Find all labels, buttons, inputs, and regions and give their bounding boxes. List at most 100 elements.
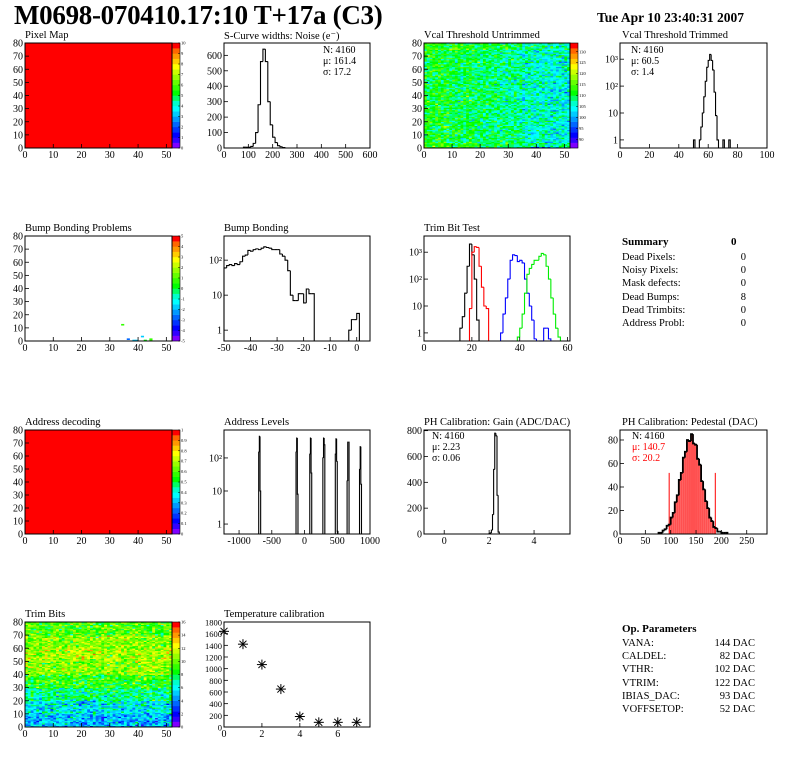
- heatmap-cell: [482, 119, 487, 121]
- heatmap-cell: [480, 132, 484, 134]
- heatmap-cell: [550, 108, 554, 111]
- heatmap-cell: [457, 79, 461, 82]
- heatmap-cell: [488, 108, 492, 111]
- heatmap-cell: [440, 73, 444, 75]
- heatmap-cell: [474, 123, 478, 125]
- heatmap-cell: [468, 128, 473, 130]
- heatmap-cell: [555, 137, 560, 140]
- heatmap-cell: [440, 54, 444, 57]
- heatmap-cell: [466, 75, 470, 78]
- heatmap-cell: [432, 106, 436, 108]
- heatmap-cell: [482, 121, 487, 124]
- heatmap-cell: [530, 71, 534, 74]
- histogram-bin: [279, 249, 283, 255]
- heatmap-cell: [485, 96, 489, 99]
- heatmap-cell: [519, 144, 523, 146]
- y-tick-label: 80: [412, 39, 422, 50]
- heatmap-cell: [544, 133, 548, 136]
- heatmap-cell: [471, 129, 475, 132]
- heatmap-cell: [488, 45, 492, 48]
- x-tick-label: 2: [487, 536, 492, 547]
- heatmap-cell: [432, 56, 436, 58]
- heatmap-cell: [555, 75, 560, 78]
- heatmap-cell: [452, 74, 456, 77]
- heatmap-cell: [452, 140, 456, 142]
- heatmap-cell: [457, 61, 461, 63]
- heatmap-cell: [561, 137, 565, 140]
- heatmap-cell: [550, 100, 554, 103]
- heatmap-cell: [477, 95, 481, 98]
- heatmap-cell: [491, 141, 495, 144]
- heatmap-cell: [440, 100, 444, 103]
- heatmap-cell: [539, 123, 543, 125]
- heatmap-cell: [564, 132, 568, 134]
- heatmap-cell: [527, 81, 531, 83]
- heatmap-cell: [561, 117, 565, 120]
- heatmap-cell: [468, 132, 473, 134]
- heatmap-cell: [460, 69, 464, 71]
- heatmap-cell: [474, 130, 478, 133]
- heatmap-cell: [541, 132, 546, 134]
- heatmap-cell: [452, 77, 456, 79]
- heatmap-cell: [454, 85, 458, 87]
- heatmap-cell: [452, 44, 456, 46]
- heatmap-cell: [519, 81, 523, 83]
- heatmap-cell: [499, 48, 503, 50]
- palette-tick-label: 6: [181, 83, 184, 88]
- heatmap-cell: [508, 82, 512, 84]
- heatmap-cell: [522, 100, 526, 103]
- heatmap-cell: [561, 64, 565, 66]
- heatmap-cell: [502, 45, 506, 48]
- heatmap-cell: [477, 64, 481, 66]
- heatmap-cell: [432, 129, 436, 132]
- heatmap-cell: [550, 53, 554, 56]
- heatmap-cell: [443, 146, 447, 149]
- heatmap-cell: [457, 124, 461, 126]
- heatmap-cell: [471, 61, 475, 63]
- heatmap-cell: [463, 64, 467, 66]
- heatmap-cell: [516, 140, 520, 142]
- heatmap-cell: [497, 113, 501, 116]
- heatmap-cell: [429, 54, 433, 57]
- heatmap-cell: [541, 87, 546, 90]
- heatmap-cell: [438, 52, 442, 54]
- heatmap-cell: [541, 94, 546, 96]
- heatmap-cell: [497, 75, 501, 78]
- palette-swatch: [172, 95, 180, 101]
- heatmap-cell: [438, 74, 442, 77]
- heatmap-cell: [567, 48, 571, 50]
- heatmap-cell: [494, 91, 498, 94]
- heatmap-cell: [477, 44, 481, 46]
- heatmap-cell: [525, 116, 529, 119]
- heatmap-cell: [530, 104, 534, 107]
- heatmap-cell: [567, 88, 571, 91]
- heatmap-cell: [505, 138, 509, 141]
- heatmap-cell: [567, 56, 571, 58]
- histogram-bin: [309, 453, 311, 534]
- histogram-bin: [252, 142, 256, 147]
- heatmap-cell: [485, 132, 489, 134]
- heatmap-cell: [547, 56, 551, 58]
- heatmap-cell: [440, 145, 444, 147]
- heatmap-cell: [536, 104, 540, 107]
- heatmap-cell: [480, 56, 484, 58]
- heatmap-cell: [426, 134, 430, 137]
- heatmap-cell: [443, 83, 447, 86]
- heatmap-cell: [561, 50, 565, 53]
- heatmap-cell: [544, 108, 548, 111]
- heatmap-cell: [491, 56, 495, 58]
- color-palette-bar: 00.10.20.30.40.50.60.70.80.91: [171, 428, 187, 537]
- heatmap-cell: [499, 134, 503, 137]
- heatmap-cell: [561, 120, 565, 123]
- heatmap-cell: [519, 142, 523, 145]
- heatmap-cell: [505, 145, 509, 147]
- heatmap-cell: [491, 100, 495, 103]
- heatmap-cell: [513, 64, 517, 66]
- heatmap-cell: [432, 132, 436, 134]
- heatmap-cell: [508, 86, 512, 88]
- heatmap-cell: [468, 142, 473, 145]
- heatmap-cell: [530, 53, 534, 56]
- heatmap-cell: [547, 87, 551, 90]
- heatmap-cell: [511, 50, 515, 53]
- heatmap-cell: [446, 50, 450, 53]
